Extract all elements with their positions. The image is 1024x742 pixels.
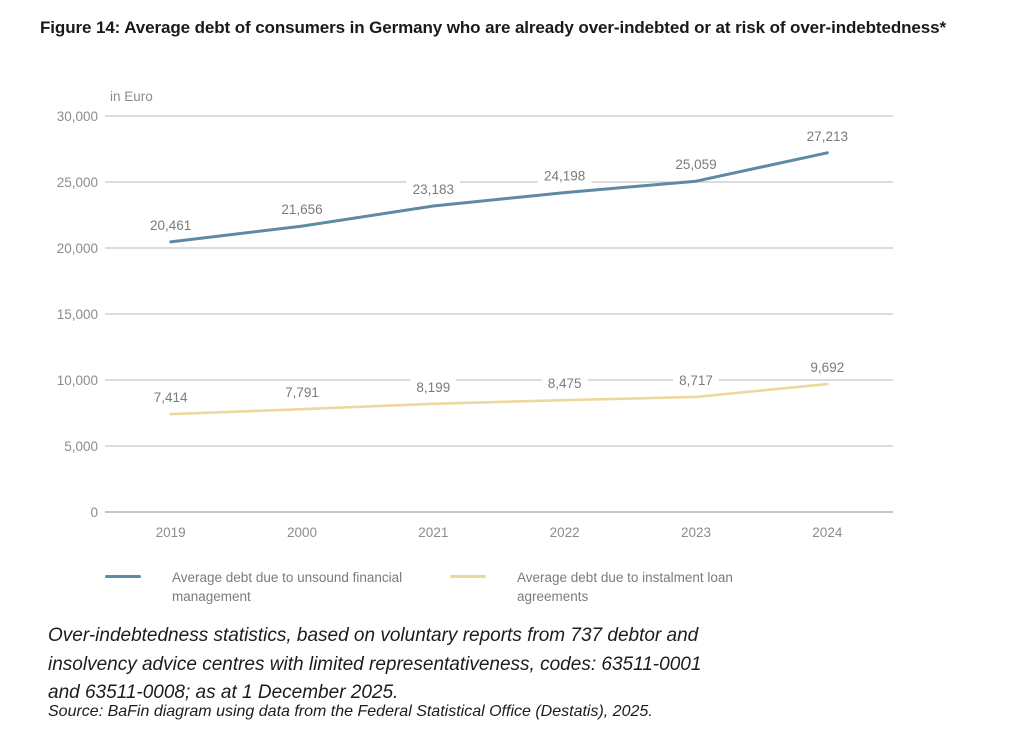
svg-text:23,183: 23,183 <box>413 182 454 197</box>
svg-text:25,059: 25,059 <box>675 157 716 172</box>
legend-label: Average debt due to unsound financial ma… <box>172 570 403 604</box>
svg-text:20,000: 20,000 <box>57 241 98 256</box>
svg-text:8,475: 8,475 <box>548 376 582 391</box>
legend-swatch-blue-line-icon <box>105 575 141 578</box>
svg-text:21,656: 21,656 <box>281 202 322 217</box>
svg-text:2024: 2024 <box>812 525 843 540</box>
svg-text:8,717: 8,717 <box>679 373 713 388</box>
svg-text:2022: 2022 <box>550 525 580 540</box>
legend-item-instalment-loan-agreements: Average debt due to instalment loan agre… <box>450 568 752 606</box>
svg-text:15,000: 15,000 <box>57 307 98 322</box>
line-chart: 0 5,000 10,000 15,000 20,000 25,000 30,000 in E… <box>57 89 893 540</box>
svg-text:10,000: 10,000 <box>57 373 98 388</box>
svg-text:20,461: 20,461 <box>150 218 191 233</box>
svg-text:5,000: 5,000 <box>64 439 98 454</box>
figure-title: Figure 14: Average debt of consumers in … <box>40 18 946 37</box>
figure-source: Source: BaFin diagram using data from th… <box>48 703 653 720</box>
svg-text:2023: 2023 <box>681 525 711 540</box>
legend-swatch-yellow-line-icon <box>450 575 486 578</box>
svg-text:2019: 2019 <box>156 525 186 540</box>
svg-text:9,692: 9,692 <box>810 360 844 375</box>
legend-item-unsound-financial-management: Average debt due to unsound financial ma… <box>105 568 420 606</box>
figure-footnote: Over-indebtedness statistics, based on v… <box>48 625 702 703</box>
svg-text:7,791: 7,791 <box>285 385 319 400</box>
svg-text:24,198: 24,198 <box>544 169 585 184</box>
svg-text:2000: 2000 <box>287 525 317 540</box>
svg-text:8,199: 8,199 <box>416 380 450 395</box>
svg-text:30,000: 30,000 <box>57 109 98 124</box>
svg-text:25,000: 25,000 <box>57 175 98 190</box>
svg-text:0: 0 <box>90 505 98 520</box>
legend-label: Average debt due to instalment loan agre… <box>517 570 733 604</box>
svg-text:7,414: 7,414 <box>154 390 188 405</box>
svg-text:in Euro: in Euro <box>110 89 153 104</box>
svg-text:27,213: 27,213 <box>807 129 848 144</box>
svg-text:2021: 2021 <box>418 525 448 540</box>
